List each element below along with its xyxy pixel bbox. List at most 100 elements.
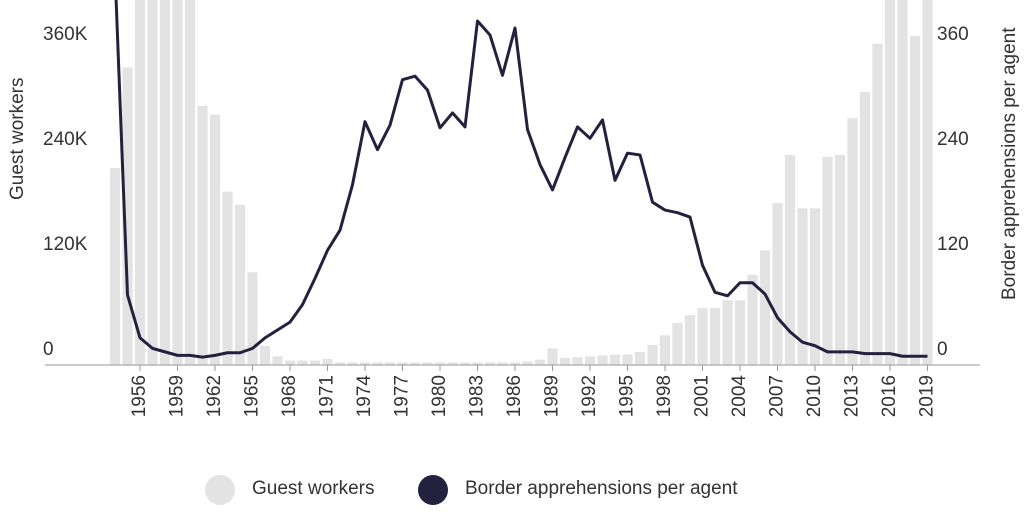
x-tick-label: 1968: [279, 375, 300, 417]
bar: [784, 154, 796, 365]
bar: [222, 191, 233, 365]
x-tick-label: 2007: [767, 375, 788, 417]
x-tick-label: 1983: [467, 375, 488, 417]
bar: [172, 0, 183, 365]
bar: [334, 362, 346, 365]
bar: [709, 308, 721, 365]
bar: [397, 362, 408, 365]
x-tick-label: 1959: [167, 375, 188, 417]
y-tick-label: 120K: [43, 234, 88, 255]
bar: [859, 91, 871, 366]
bar: [297, 360, 308, 365]
bar: [622, 354, 633, 365]
x-tick-label: 1956: [129, 375, 150, 417]
bar: [847, 118, 858, 365]
bar: [159, 0, 171, 365]
bar: [322, 358, 333, 365]
bar: [909, 35, 921, 365]
bar: [447, 362, 458, 365]
y2-tick-label: 120: [937, 234, 969, 255]
y2-tick-label: 240: [937, 129, 969, 150]
y-tick-label: 360K: [43, 24, 88, 45]
x-tick-label: 2016: [879, 375, 900, 417]
bar: [384, 362, 396, 365]
y-tick-label: 0: [43, 339, 54, 360]
bar: [109, 168, 121, 365]
bar: [184, 0, 196, 366]
bar: [122, 67, 133, 366]
bar: [472, 362, 483, 365]
bar: [259, 345, 271, 365]
bar: [722, 300, 733, 365]
legend-marker: [418, 475, 448, 505]
bar: [147, 0, 158, 366]
legend-label: Guest workers: [252, 478, 374, 499]
y2-tick-label: 0: [937, 339, 948, 360]
x-tick-label: 2001: [692, 375, 713, 417]
bar: [772, 203, 783, 365]
bar: [572, 357, 583, 365]
bar: [659, 335, 671, 365]
bar: [422, 362, 433, 365]
x-tick-label: 1986: [504, 375, 525, 417]
x-tick-label: 1998: [654, 375, 675, 417]
bar: [697, 308, 708, 365]
bar: [497, 362, 508, 365]
legend-label: Border apprehensions per agent: [465, 478, 738, 499]
x-tick-label: 1962: [204, 375, 225, 417]
bar: [822, 156, 833, 365]
x-tick-label: 2004: [729, 375, 750, 418]
bar: [134, 0, 146, 365]
bar: [647, 344, 658, 365]
y2-tick-label: 360: [937, 24, 969, 45]
bar: [534, 359, 546, 365]
bar: [884, 0, 896, 365]
bar: [559, 357, 571, 365]
x-tick-label: 1974: [354, 375, 375, 418]
bar: [597, 355, 608, 365]
bar: [284, 360, 296, 365]
x-tick-label: 2013: [842, 375, 863, 417]
bar: [684, 315, 696, 365]
bar: [434, 362, 446, 365]
legend-marker: [205, 475, 235, 505]
bar: [197, 105, 208, 366]
x-tick-label: 1992: [579, 375, 600, 417]
bar: [734, 300, 746, 365]
y2-axis-title: Border apprehensions per agent: [999, 27, 1020, 300]
x-tick-label: 1989: [542, 375, 563, 417]
bar: [922, 0, 933, 366]
bar: [372, 362, 383, 365]
bar: [897, 0, 908, 366]
bar: [872, 43, 883, 366]
bar: [509, 362, 521, 365]
bar: [634, 351, 646, 365]
bar: [484, 362, 496, 365]
x-tick-label: 1965: [242, 375, 263, 417]
bar: [759, 250, 771, 365]
x-tick-label: 2019: [917, 375, 938, 417]
y-tick-label: 240K: [43, 129, 88, 150]
bar: [609, 354, 621, 365]
bar: [747, 274, 758, 365]
bar: [834, 154, 846, 365]
x-tick-label: 2010: [804, 375, 825, 417]
x-tick-label: 1977: [392, 375, 413, 417]
x-tick-label: 1971: [317, 375, 338, 417]
bar: [272, 356, 283, 365]
x-tick-label: 1980: [429, 375, 450, 417]
line: [114, 0, 928, 359]
bar: [672, 322, 683, 365]
bar: [522, 361, 533, 365]
bar: [809, 208, 821, 365]
bar: [234, 204, 246, 365]
x-tick-label: 1995: [617, 375, 638, 417]
bar: [409, 362, 421, 365]
bar: [797, 208, 808, 365]
bar: [209, 114, 221, 365]
bar: [584, 356, 596, 365]
bar: [459, 362, 471, 365]
bar: [309, 360, 321, 365]
y-axis-title: Guest workers: [7, 78, 28, 200]
